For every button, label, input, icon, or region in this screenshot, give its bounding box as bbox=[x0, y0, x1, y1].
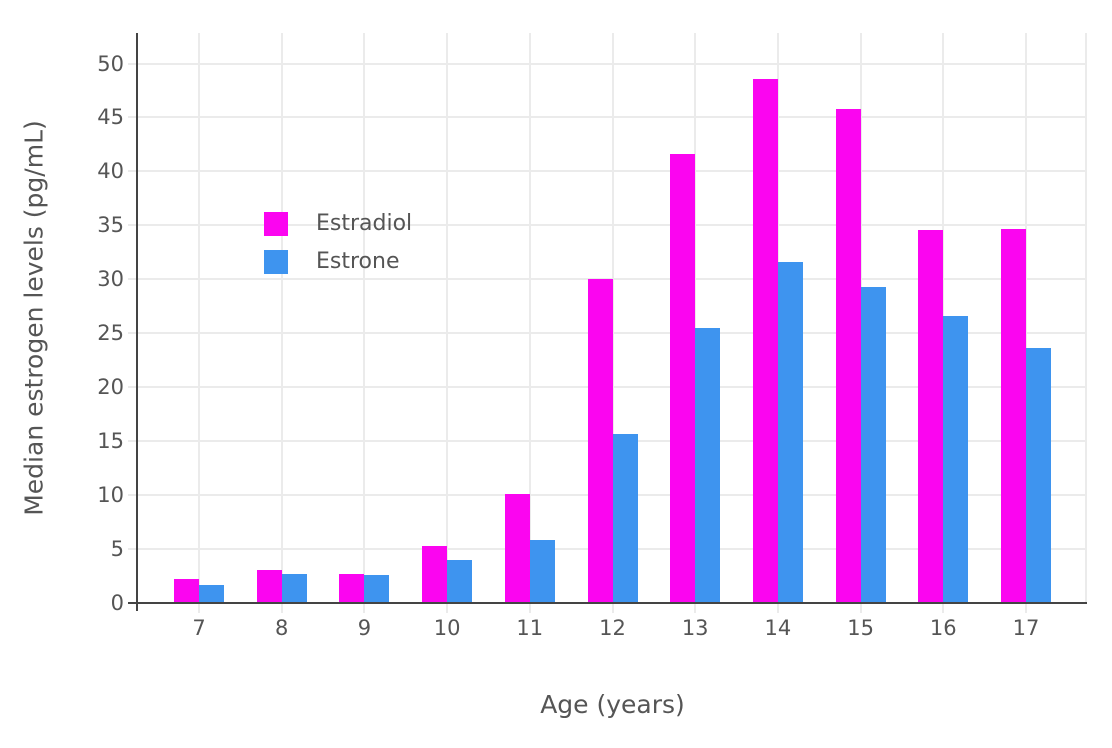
y-tick-mark bbox=[128, 116, 138, 119]
bar-estradiol-13 bbox=[670, 154, 696, 603]
y-tick-label: 50 bbox=[97, 51, 124, 76]
legend-item-estrone[interactable]: Estrone bbox=[264, 250, 412, 274]
y-tick-label: 10 bbox=[97, 483, 124, 508]
bar-estrone-10 bbox=[447, 559, 473, 603]
x-tick-label: 12 bbox=[599, 616, 626, 640]
y-tick-label: 5 bbox=[110, 537, 124, 562]
x-tick-mark bbox=[942, 604, 945, 613]
x-tick-mark bbox=[859, 604, 862, 613]
x-tick-mark bbox=[1025, 604, 1027, 613]
x-tick-mark bbox=[280, 604, 283, 613]
bar-estradiol-12 bbox=[587, 279, 613, 603]
gridline-x bbox=[1025, 33, 1027, 603]
gridline-x bbox=[280, 33, 283, 603]
bar-estradiol-16 bbox=[918, 229, 944, 603]
y-tick-label: 25 bbox=[97, 321, 124, 346]
bar-estradiol-10 bbox=[422, 545, 448, 603]
x-tick-mark bbox=[611, 604, 614, 613]
gridline-x bbox=[446, 33, 449, 603]
y-tick-mark bbox=[128, 386, 138, 389]
y-tick-mark bbox=[128, 170, 138, 173]
bar-estradiol-8 bbox=[256, 569, 282, 603]
x-tick-label: 7 bbox=[192, 616, 206, 640]
y-tick-mark bbox=[128, 548, 138, 551]
bar-estradiol-9 bbox=[339, 573, 365, 603]
x-tick-mark bbox=[694, 604, 697, 613]
bar-estrone-8 bbox=[281, 573, 307, 603]
legend-label: Estrone bbox=[316, 249, 400, 274]
y-tick-label: 40 bbox=[97, 159, 124, 184]
x-axis-title: Age (years) bbox=[540, 690, 685, 719]
legend: Estradiol Estrone bbox=[264, 212, 412, 288]
gridline-x bbox=[611, 33, 614, 603]
x-tick-label: 9 bbox=[357, 616, 372, 640]
legend-item-estradiol[interactable]: Estradiol bbox=[264, 212, 412, 236]
y-tick-mark bbox=[128, 440, 138, 443]
plot-right-border bbox=[1085, 33, 1087, 603]
legend-label: Estradiol bbox=[316, 211, 413, 236]
bar-estrone-16 bbox=[943, 315, 969, 603]
x-tick-label: 11 bbox=[516, 616, 544, 640]
x-tick-label: 10 bbox=[433, 616, 461, 640]
bar-estradiol-17 bbox=[1001, 228, 1026, 603]
y-tick-mark bbox=[128, 224, 138, 227]
x-tick-label: 15 bbox=[847, 616, 874, 640]
gridline-x bbox=[694, 33, 697, 603]
x-tick-label: 17 bbox=[1012, 616, 1040, 640]
legend-swatch-icon bbox=[264, 250, 288, 274]
y-tick-label: 45 bbox=[97, 105, 124, 130]
bar-estrone-9 bbox=[364, 574, 390, 603]
y-axis-line bbox=[136, 33, 138, 611]
y-tick-label: 30 bbox=[97, 267, 124, 292]
x-tick-label: 13 bbox=[681, 616, 709, 640]
y-tick-label: 20 bbox=[97, 375, 124, 400]
x-tick-label: 16 bbox=[929, 616, 957, 640]
y-tick-label: 0 bbox=[110, 591, 124, 615]
x-tick-label: 8 bbox=[275, 616, 289, 640]
bar-estradiol-11 bbox=[504, 494, 530, 603]
x-tick-mark bbox=[198, 604, 200, 613]
bar-estradiol-7 bbox=[174, 579, 199, 603]
bar-estrone-14 bbox=[777, 262, 803, 603]
x-axis-line bbox=[128, 602, 1087, 604]
x-tick-label: 14 bbox=[764, 616, 792, 640]
gridline-x bbox=[198, 33, 200, 603]
bar-estrone-13 bbox=[695, 327, 721, 603]
gridline-x bbox=[363, 33, 366, 603]
x-tick-mark bbox=[363, 604, 366, 613]
x-tick-mark bbox=[528, 604, 531, 613]
x-tick-mark bbox=[446, 604, 449, 613]
x-tick-mark bbox=[776, 604, 779, 613]
y-tick-mark bbox=[128, 62, 138, 65]
bar-estrone-15 bbox=[860, 286, 886, 603]
bar-estradiol-15 bbox=[835, 108, 861, 603]
y-tick-label: 15 bbox=[97, 429, 124, 454]
legend-swatch-icon bbox=[264, 212, 288, 236]
y-tick-label: 35 bbox=[97, 213, 124, 238]
bar-estrone-17 bbox=[1026, 348, 1051, 603]
bar-estrone-12 bbox=[612, 433, 638, 603]
y-tick-mark bbox=[128, 494, 138, 497]
y-tick-mark bbox=[128, 332, 138, 335]
bar-estrone-7 bbox=[199, 584, 224, 603]
bar-estrone-11 bbox=[529, 540, 555, 603]
bar-estradiol-14 bbox=[752, 78, 778, 603]
gridline-x bbox=[528, 33, 531, 603]
y-tick-mark bbox=[128, 278, 138, 281]
y-axis-title: Median estrogen levels (pg/mL) bbox=[19, 120, 49, 516]
